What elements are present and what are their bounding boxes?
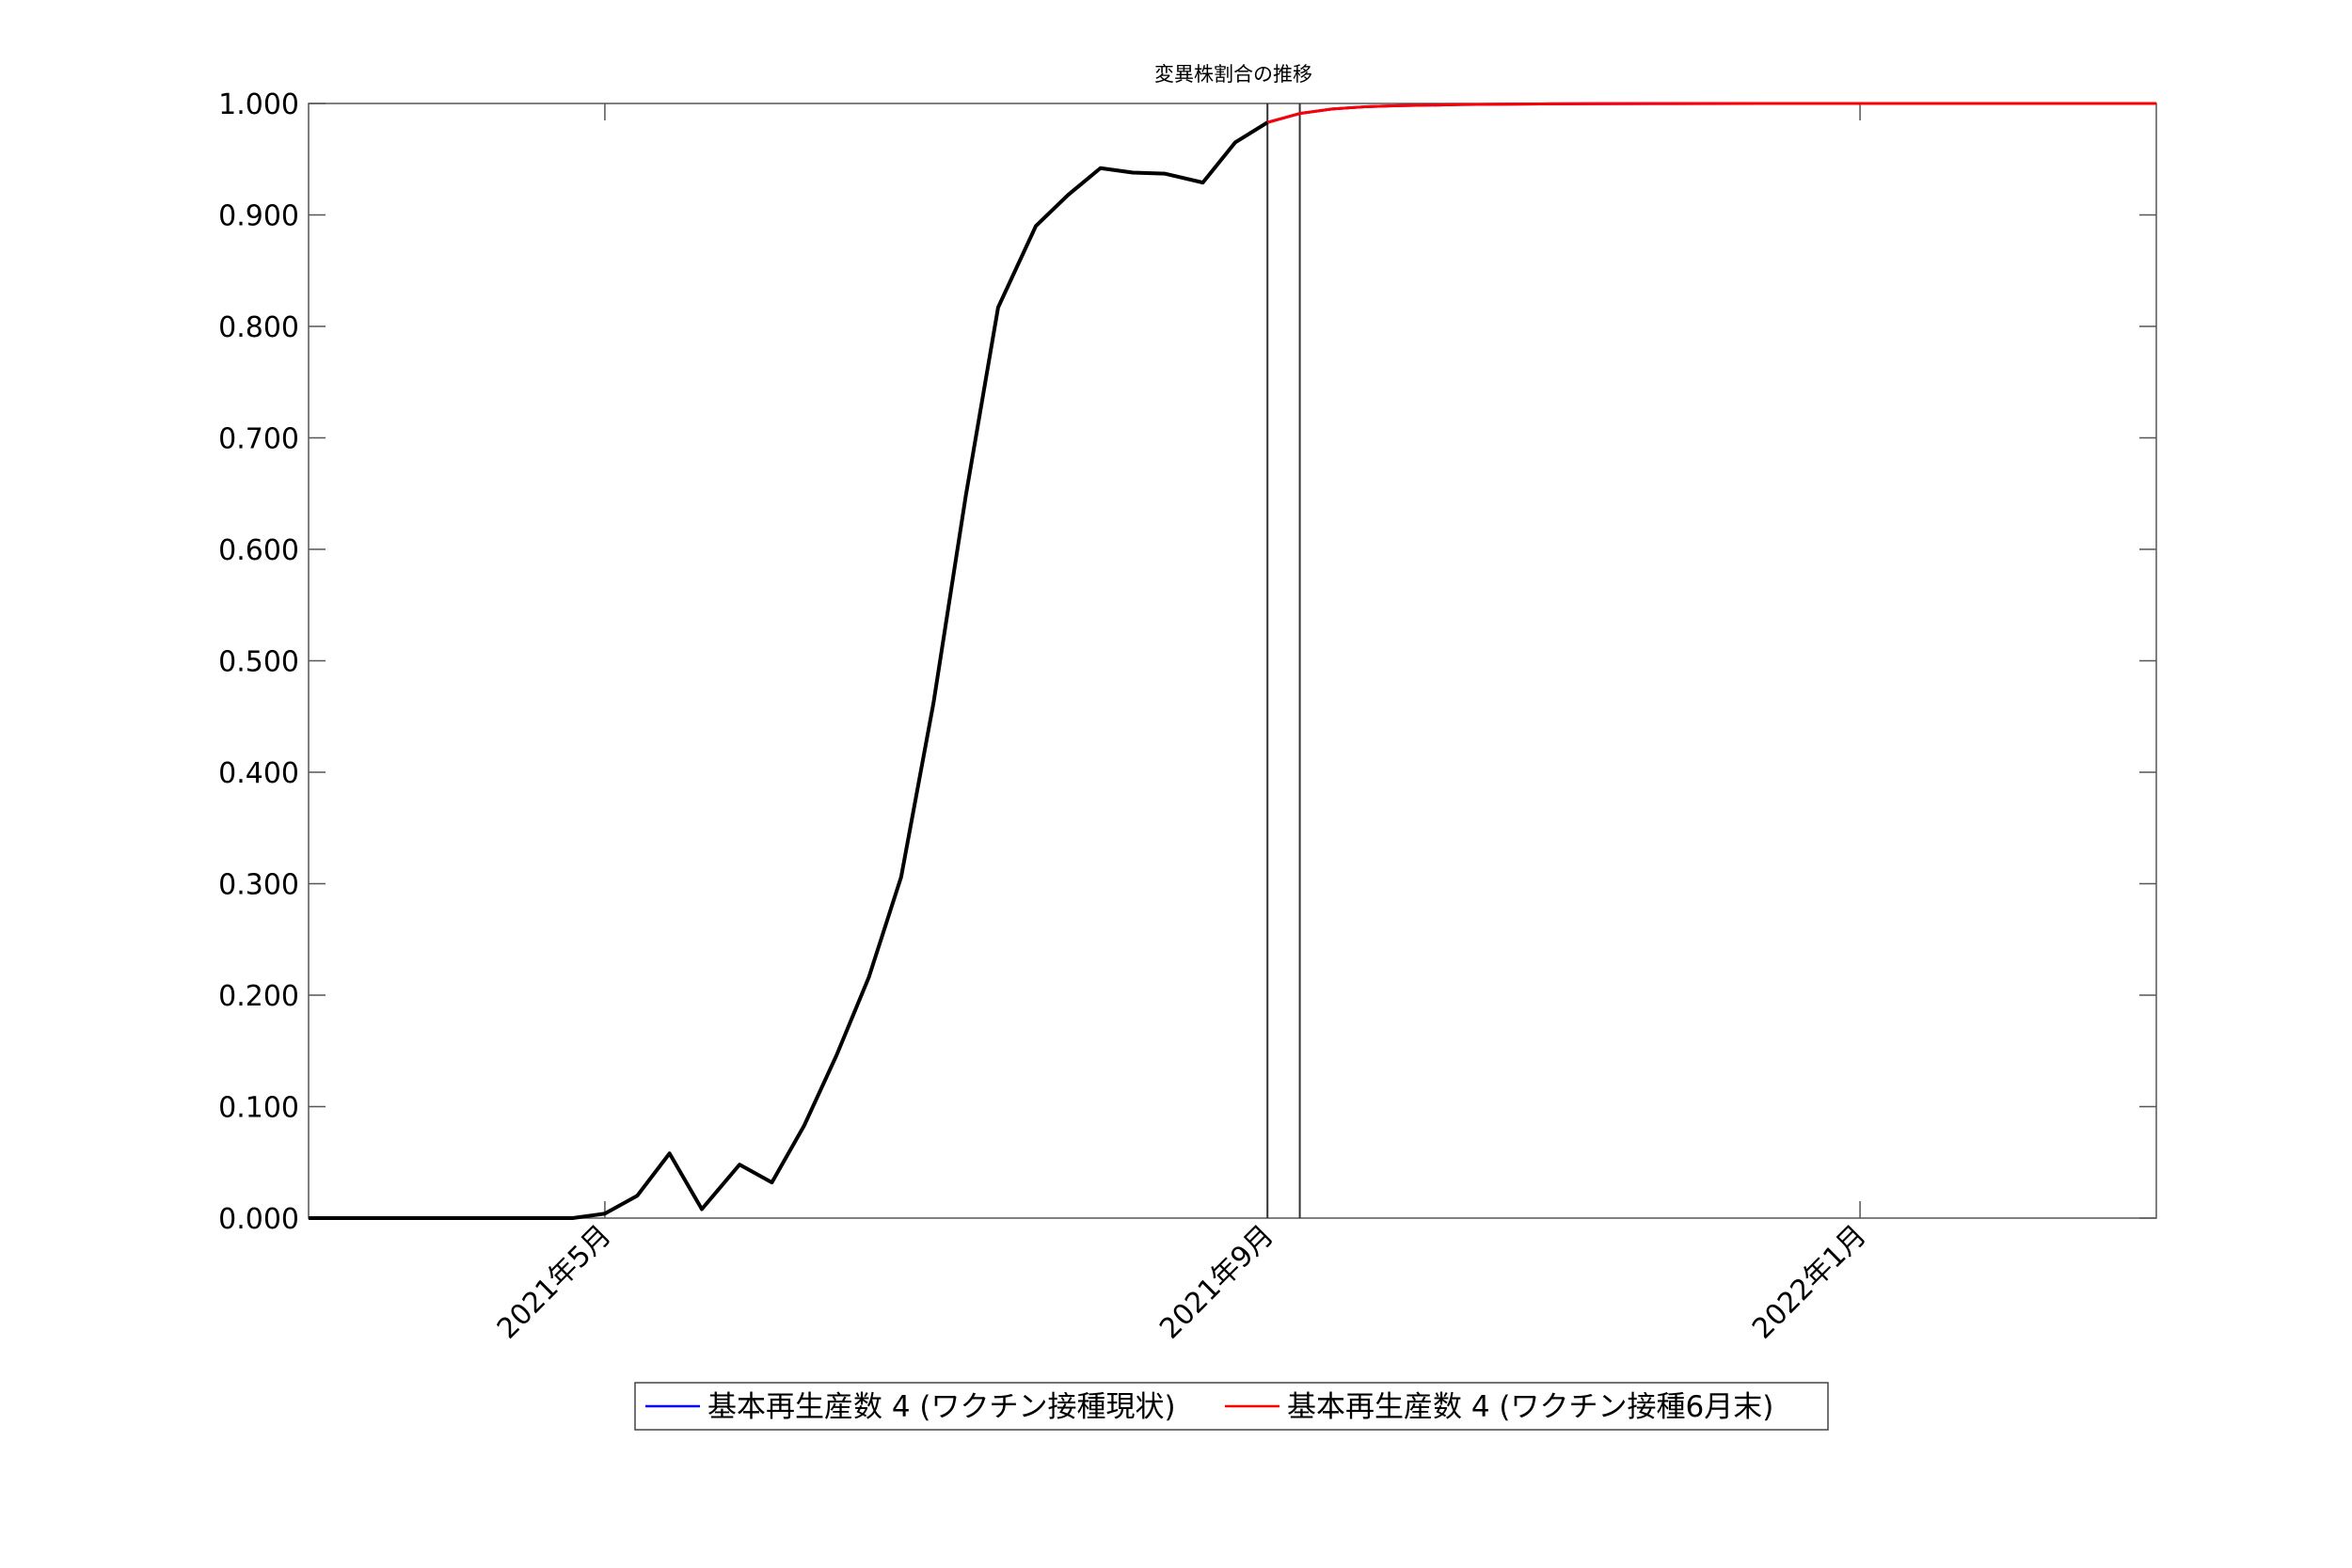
legend-label-vaccine-current: 基本再生産数 4 (ワクチン接種現状) xyxy=(707,1390,1176,1424)
chart-title: 変異株割合の推移 xyxy=(1154,63,1312,86)
legend-label-vaccine-june: 基本再生産数 4 (ワクチン接種6月末) xyxy=(1287,1390,1773,1424)
y-tick-label: 0.100 xyxy=(218,1092,299,1125)
y-tick-label: 0.900 xyxy=(218,200,299,233)
series-line-observed xyxy=(309,120,1269,1220)
y-tick-label: 0.800 xyxy=(218,311,299,344)
y-tick-label: 0.300 xyxy=(218,869,299,902)
legend: 基本再生産数 4 (ワクチン接種現状) 基本再生産数 4 (ワクチン接種6月末) xyxy=(634,1382,1829,1431)
y-tick-label: 0.500 xyxy=(218,646,299,679)
y-tick-label: 0.700 xyxy=(218,423,299,456)
y-tick-label: 0.000 xyxy=(218,1203,299,1236)
y-tick-label: 0.600 xyxy=(218,534,299,567)
y-tick-label: 1.000 xyxy=(218,88,299,121)
series-line-vaccine-june xyxy=(1266,102,2156,124)
y-tick-label: 0.200 xyxy=(218,980,299,1013)
y-tick-label: 0.400 xyxy=(218,757,299,790)
